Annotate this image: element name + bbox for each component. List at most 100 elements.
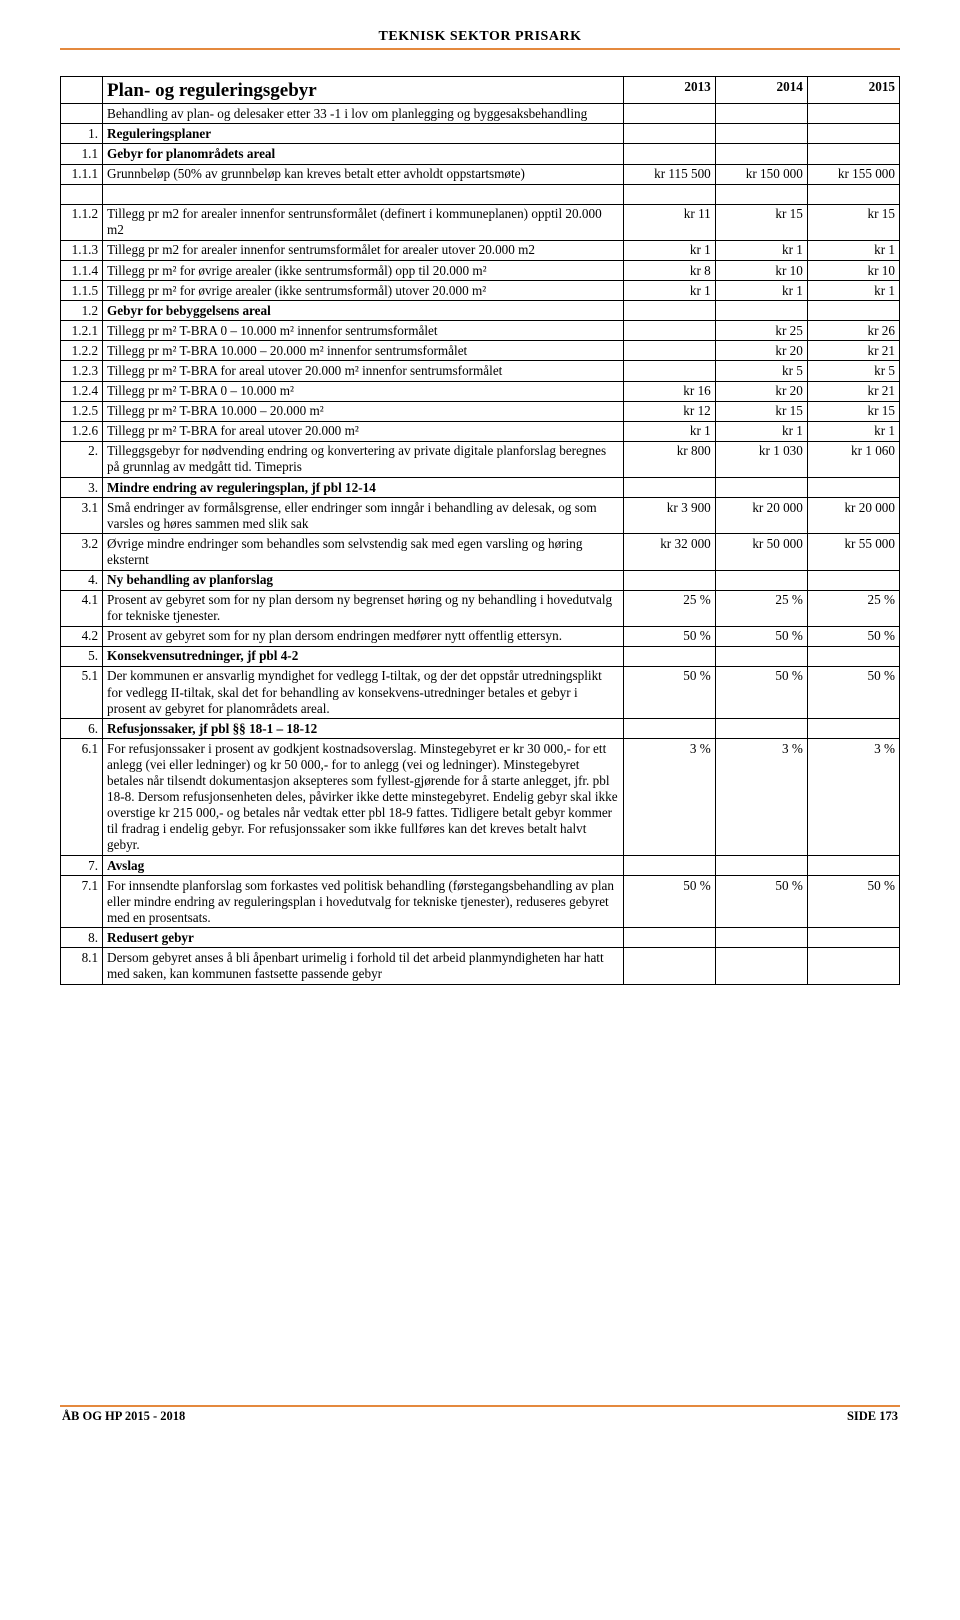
row-description: Redusert gebyr	[103, 928, 624, 948]
row-number: 1.2.2	[61, 341, 103, 361]
row-value: kr 155 000	[807, 164, 899, 184]
row-number: 1.1.5	[61, 281, 103, 301]
table-row: 8.Redusert gebyr	[61, 928, 900, 948]
row-value: 50 %	[623, 666, 715, 718]
row-value	[807, 719, 899, 739]
row-description: Tillegg pr m² for øvrige arealer (ikke s…	[103, 281, 624, 301]
row-description: Tillegg pr m² T-BRA 0 – 10.000 m² innenf…	[103, 321, 624, 341]
table-row: 1.2.6Tillegg pr m² T-BRA for areal utove…	[61, 421, 900, 441]
row-value	[807, 856, 899, 876]
row-value: kr 12	[623, 401, 715, 421]
row-description: Tillegg pr m² for øvrige arealer (ikke s…	[103, 261, 624, 281]
row-description: For refusjonssaker i prosent av godkjent…	[103, 739, 624, 856]
row-value: kr 10	[715, 261, 807, 281]
row-value: kr 11	[623, 204, 715, 240]
table-row: 7.1For innsendte planforslag som forkast…	[61, 876, 900, 928]
table-row: 1.2.5Tillegg pr m² T-BRA 10.000 – 20.000…	[61, 401, 900, 421]
table-row: 1.1Gebyr for planområdets areal	[61, 144, 900, 164]
row-value	[715, 144, 807, 164]
footer-left: ÅB OG HP 2015 - 2018	[62, 1409, 185, 1424]
row-value: kr 1	[807, 281, 899, 301]
row-value: kr 21	[807, 381, 899, 401]
row-number: 1.1.2	[61, 204, 103, 240]
row-description: Refusjonssaker, jf pbl §§ 18-1 – 18-12	[103, 719, 624, 739]
table-row: 4.1Prosent av gebyret som for ny plan de…	[61, 590, 900, 626]
row-description: Øvrige mindre endringer som behandles so…	[103, 534, 624, 570]
row-number: 6.	[61, 719, 103, 739]
row-value	[807, 124, 899, 144]
row-number: 8.	[61, 928, 103, 948]
row-description: Små endringer av formålsgrense, eller en…	[103, 498, 624, 534]
row-description: Gebyr for planområdets areal	[103, 144, 624, 164]
row-value: kr 20	[715, 381, 807, 401]
row-value: 25 %	[623, 590, 715, 626]
row-value: 50 %	[715, 876, 807, 928]
row-value: kr 1 030	[715, 441, 807, 477]
row-value	[715, 478, 807, 498]
row-number: 1.1.3	[61, 240, 103, 260]
row-value	[807, 570, 899, 590]
row-description: Dersom gebyret anses å bli åpenbart urim…	[103, 948, 624, 984]
table-row: 3.2Øvrige mindre endringer som behandles…	[61, 534, 900, 570]
footer-rule	[60, 1405, 900, 1407]
row-value: 3 %	[807, 739, 899, 856]
row-value	[715, 856, 807, 876]
row-value	[715, 301, 807, 321]
row-value	[623, 301, 715, 321]
row-value	[623, 646, 715, 666]
row-value: kr 26	[807, 321, 899, 341]
table-row: 1.1.2Tillegg pr m2 for arealer innenfor …	[61, 204, 900, 240]
row-number: 1.	[61, 124, 103, 144]
row-number: 7.	[61, 856, 103, 876]
row-number: 1.2.1	[61, 321, 103, 341]
row-value	[807, 948, 899, 984]
row-value: 50 %	[715, 626, 807, 646]
row-number: 1.1.1	[61, 164, 103, 184]
table-row: 8.1Dersom gebyret anses å bli åpenbart u…	[61, 948, 900, 984]
header-rule	[60, 48, 900, 50]
row-value	[623, 361, 715, 381]
table-row: 3.Mindre endring av reguleringsplan, jf …	[61, 478, 900, 498]
row-number: 1.2	[61, 301, 103, 321]
row-value: kr 1	[623, 240, 715, 260]
row-value	[623, 719, 715, 739]
row-description: Tillegg pr m² T-BRA 10.000 – 20.000 m² i…	[103, 341, 624, 361]
row-value	[623, 478, 715, 498]
table-row: 7.Avslag	[61, 856, 900, 876]
row-number: 7.1	[61, 876, 103, 928]
row-value	[715, 124, 807, 144]
row-description: Prosent av gebyret som for ny plan derso…	[103, 626, 624, 646]
row-description: Reguleringsplaner	[103, 124, 624, 144]
row-value: kr 15	[715, 401, 807, 421]
table-title: Plan- og reguleringsgebyr	[103, 77, 624, 104]
table-row: 4.2Prosent av gebyret som for ny plan de…	[61, 626, 900, 646]
row-number: 3.	[61, 478, 103, 498]
row-value: kr 15	[807, 401, 899, 421]
row-value: kr 55 000	[807, 534, 899, 570]
row-value	[623, 856, 715, 876]
table-row: 1.1.4Tillegg pr m² for øvrige arealer (i…	[61, 261, 900, 281]
row-value: kr 32 000	[623, 534, 715, 570]
table-row: 4.Ny behandling av planforslag	[61, 570, 900, 590]
table-row: 1.2Gebyr for bebyggelsens areal	[61, 301, 900, 321]
table-row: 5.1Der kommunen er ansvarlig myndighet f…	[61, 666, 900, 718]
row-value: kr 20 000	[715, 498, 807, 534]
row-value: kr 10	[807, 261, 899, 281]
row-description: Tillegg pr m² T-BRA for areal utover 20.…	[103, 361, 624, 381]
row-number: 1.1	[61, 144, 103, 164]
row-description: Grunnbeløp (50% av grunnbeløp kan kreves…	[103, 164, 624, 184]
row-value: 50 %	[807, 876, 899, 928]
row-value: 25 %	[715, 590, 807, 626]
subtitle-row: Behandling av plan- og delesaker etter 3…	[61, 104, 900, 124]
row-value	[715, 928, 807, 948]
row-value: kr 15	[807, 204, 899, 240]
row-description: Tilleggsgebyr for nødvending endring og …	[103, 441, 624, 477]
row-number: 8.1	[61, 948, 103, 984]
row-value	[623, 341, 715, 361]
row-value: 50 %	[715, 666, 807, 718]
table-row: 5.Konsekvensutredninger, jf pbl 4-2	[61, 646, 900, 666]
row-value: kr 20 000	[807, 498, 899, 534]
row-value: kr 1	[623, 281, 715, 301]
row-description: Tillegg pr m² T-BRA 10.000 – 20.000 m²	[103, 401, 624, 421]
row-number: 4.	[61, 570, 103, 590]
